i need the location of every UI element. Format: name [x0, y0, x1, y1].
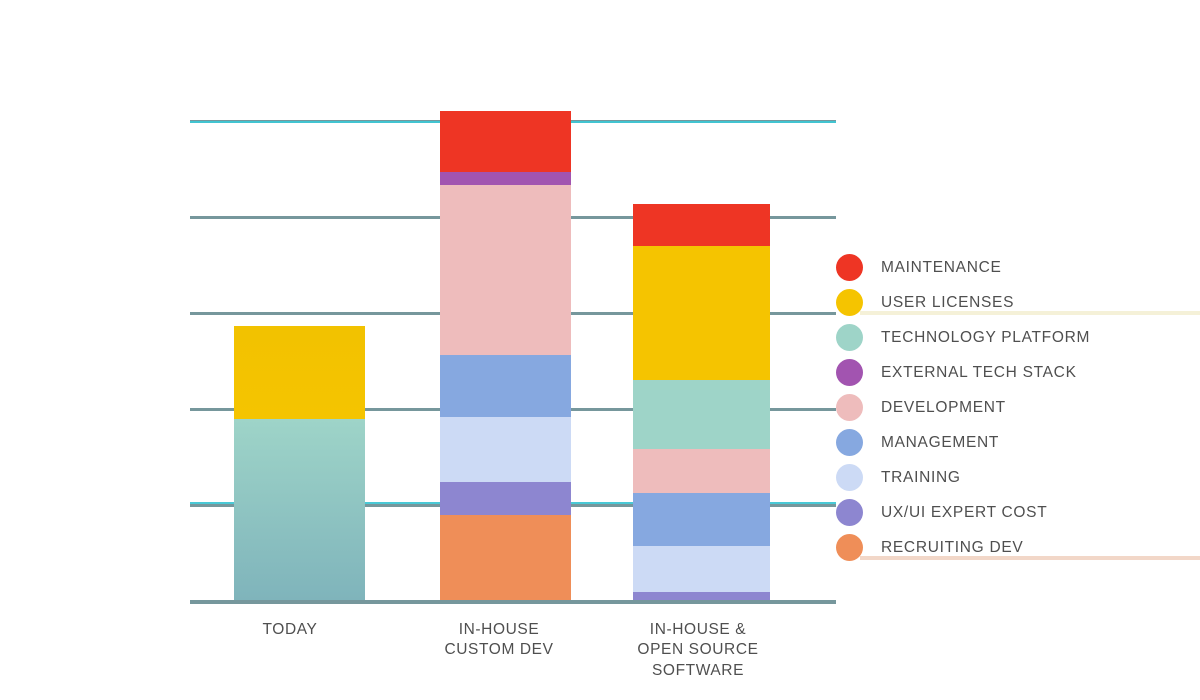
legend-swatch-icon — [836, 394, 863, 421]
annotation-placeholder — [205, 230, 424, 308]
x-axis-label-line: SOFTWARE — [651, 661, 745, 679]
legend-swatch-icon — [836, 499, 863, 526]
bar-segment[interactable] — [440, 355, 571, 417]
legend-streak — [860, 311, 1200, 315]
legend-label: MAINTENANCE — [881, 258, 1002, 276]
legend-item-maintenance[interactable]: MAINTENANCE — [836, 250, 1090, 285]
legend-item-technology-platform[interactable]: TECHNOLOGY PLATFORM — [836, 320, 1090, 355]
bar-segment[interactable] — [440, 171, 571, 186]
bar-segment[interactable] — [234, 326, 365, 419]
legend-swatch-icon — [836, 359, 863, 386]
legend-label: USER LICENSES — [881, 293, 1015, 311]
x-axis-label-line: IN-HOUSE — [458, 621, 540, 638]
bar-segment[interactable] — [440, 185, 571, 356]
legend-swatch-icon — [836, 429, 863, 456]
x-axis-label-line: TODAY — [262, 621, 318, 638]
legend-item-ux-ui-expert-cost[interactable]: UX/UI EXPERT COST — [836, 495, 1090, 530]
legend-swatch-icon — [836, 534, 863, 561]
y-axis-label-placeholder — [62, 95, 190, 611]
x-axis-label-3: IN-HOUSE & OPEN SOURCE SOFTWARE — [598, 620, 798, 681]
legend-item-external-tech-stack[interactable]: EXTERNAL TECH STACK — [836, 355, 1090, 390]
legend-label: TECHNOLOGY PLATFORM — [881, 328, 1091, 346]
bar-segment[interactable] — [633, 592, 770, 600]
bar-3[interactable] — [633, 90, 770, 610]
legend-swatch-icon — [836, 254, 863, 281]
legend-item-management[interactable]: MANAGEMENT — [836, 425, 1090, 460]
bar-segment[interactable] — [440, 514, 571, 600]
legend-label: UX/UI EXPERT COST — [881, 503, 1048, 521]
bar-segment[interactable] — [633, 493, 770, 547]
bar-segment[interactable] — [633, 380, 770, 450]
bar-segment[interactable] — [234, 418, 365, 600]
legend-item-user-licenses[interactable]: USER LICENSES — [836, 285, 1090, 320]
x-axis-label-line: OPEN SOURCE — [637, 641, 759, 659]
plot-area — [190, 90, 836, 610]
legend-label: MANAGEMENT — [881, 433, 1000, 451]
bar-1[interactable] — [234, 90, 365, 610]
legend-swatch-icon — [836, 464, 863, 491]
legend-label: RECRUITING DEV — [881, 538, 1024, 556]
bar-segment[interactable] — [633, 449, 770, 494]
x-axis-label-line: IN-HOUSE & — [649, 621, 747, 638]
axis-baseline — [190, 600, 836, 604]
bar-segment[interactable] — [440, 416, 571, 482]
x-axis-label-line: CUSTOM DEV — [444, 641, 554, 659]
legend-item-development[interactable]: DEVELOPMENT — [836, 390, 1090, 425]
legend-label: EXTERNAL TECH STACK — [881, 363, 1077, 381]
legend-label: TRAINING — [881, 468, 961, 486]
legend-swatch-icon — [836, 324, 863, 351]
title-placeholder — [188, 0, 836, 62]
bar-segment[interactable] — [633, 245, 770, 381]
bar-segment[interactable] — [440, 111, 571, 172]
legend-item-training[interactable]: TRAINING — [836, 460, 1090, 495]
bar-2[interactable] — [440, 90, 571, 610]
x-axis-label-1: TODAY — [190, 620, 390, 640]
legend-label: DEVELOPMENT — [881, 398, 1006, 416]
x-axis-label-2: IN-HOUSE CUSTOM DEV — [399, 620, 599, 661]
legend: MAINTENANCE USER LICENSES TECHNOLOGY PLATF… — [836, 250, 1090, 565]
legend-streak — [860, 556, 1200, 560]
bar-segment[interactable] — [633, 546, 770, 593]
bar-segment[interactable] — [633, 203, 770, 246]
legend-swatch-icon — [836, 289, 863, 316]
bar-segment[interactable] — [440, 481, 571, 515]
legend-item-recruiting-dev[interactable]: RECRUITING DEV — [836, 530, 1090, 565]
